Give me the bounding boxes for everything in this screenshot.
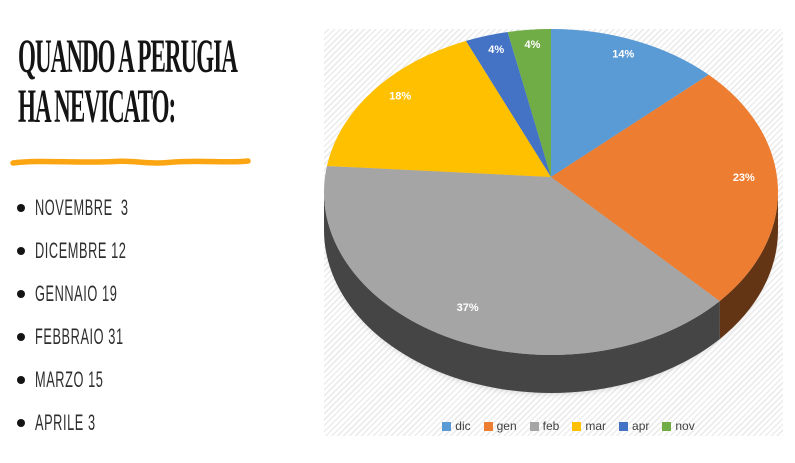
pie-slice-gen xyxy=(551,74,778,302)
pie-label-feb: 37% xyxy=(457,302,479,314)
list-item: GENNAIO 19 xyxy=(14,272,196,315)
list-item: DICEMBRE 12 xyxy=(14,229,196,272)
list-item: NOVEMBRE 3 xyxy=(14,186,196,229)
page-title: QUANDO A PERUGIA HA NEVICATO: xyxy=(18,32,474,132)
bullet-icon xyxy=(17,375,25,384)
page-title-line1: QUANDO A PERUGIA xyxy=(18,30,238,83)
pie-label-gen: 23% xyxy=(733,172,755,184)
bullet-icon xyxy=(17,203,25,212)
pie-3d-chart: 14% 23% 37% 18% 4% 4% xyxy=(324,29,778,393)
pie-slice-apr xyxy=(465,31,551,178)
legend-swatch-icon xyxy=(483,421,493,431)
legend-swatch-icon xyxy=(529,421,539,431)
pie-label-nov: 4% xyxy=(525,39,541,51)
chart-area: 14% 23% 37% 18% 4% 4% dic gen feb mar apr nov xyxy=(324,29,783,436)
bullet-icon xyxy=(17,332,25,341)
list-item: FEBBRAIO 31 xyxy=(14,315,196,358)
bullet-label: FEBBRAIO 31 xyxy=(35,323,124,349)
list-item: APRILE 3 xyxy=(14,401,196,444)
pie-label-apr: 4% xyxy=(488,44,504,56)
legend-label: dic xyxy=(455,419,471,433)
bullet-label: DICEMBRE 12 xyxy=(35,237,127,263)
legend-label: gen xyxy=(496,419,517,433)
legend-swatch-icon xyxy=(442,421,452,431)
bullet-label: MARZO 15 xyxy=(35,366,104,392)
legend-label: apr xyxy=(632,419,650,433)
legend-label: feb xyxy=(542,419,560,433)
underline-stroke xyxy=(10,158,251,166)
legend-item-gen: gen xyxy=(483,419,517,433)
legend-label: nov xyxy=(675,419,695,433)
pie-slice-feb xyxy=(324,165,720,355)
chart-legend: dic gen feb mar apr nov xyxy=(354,420,783,432)
pie-side-gen xyxy=(719,192,778,340)
legend-swatch-icon xyxy=(572,421,582,431)
bullet-icon xyxy=(17,246,25,255)
bullet-label: APRILE 3 xyxy=(35,409,96,435)
legend-item-mar: mar xyxy=(572,420,606,432)
pie-label-dic: 14% xyxy=(612,49,634,61)
pie-slice-dic xyxy=(551,29,709,177)
pie-label-mar: 18% xyxy=(389,91,411,103)
list-item: MARZO 15 xyxy=(14,358,196,401)
bullet-label: NOVEMBRE 3 xyxy=(35,194,129,220)
legend-item-dic: dic xyxy=(442,419,471,433)
bullet-icon xyxy=(17,418,25,427)
legend-swatch-icon xyxy=(619,421,629,431)
pie-slice-mar xyxy=(326,40,551,177)
pie-slice-nov xyxy=(507,29,551,177)
legend-label: mar xyxy=(585,419,607,433)
legend-item-apr: apr xyxy=(619,420,649,432)
page-title-line2: HA NEVICATO: xyxy=(18,80,176,133)
legend-item-nov: nov xyxy=(662,419,695,433)
bullet-label: GENNAIO 19 xyxy=(35,280,118,306)
title-underline-squiggle xyxy=(10,158,251,166)
pie-side-feb xyxy=(324,192,720,393)
legend-swatch-icon xyxy=(662,421,672,431)
bullet-list: NOVEMBRE 3 DICEMBRE 12 GENNAIO 19 FEBBRA… xyxy=(14,186,196,444)
bullet-icon xyxy=(17,289,25,298)
legend-item-feb: feb xyxy=(529,419,560,433)
left-panel: QUANDO A PERUGIA HA NEVICATO: NOVEMBRE 3… xyxy=(0,0,310,463)
